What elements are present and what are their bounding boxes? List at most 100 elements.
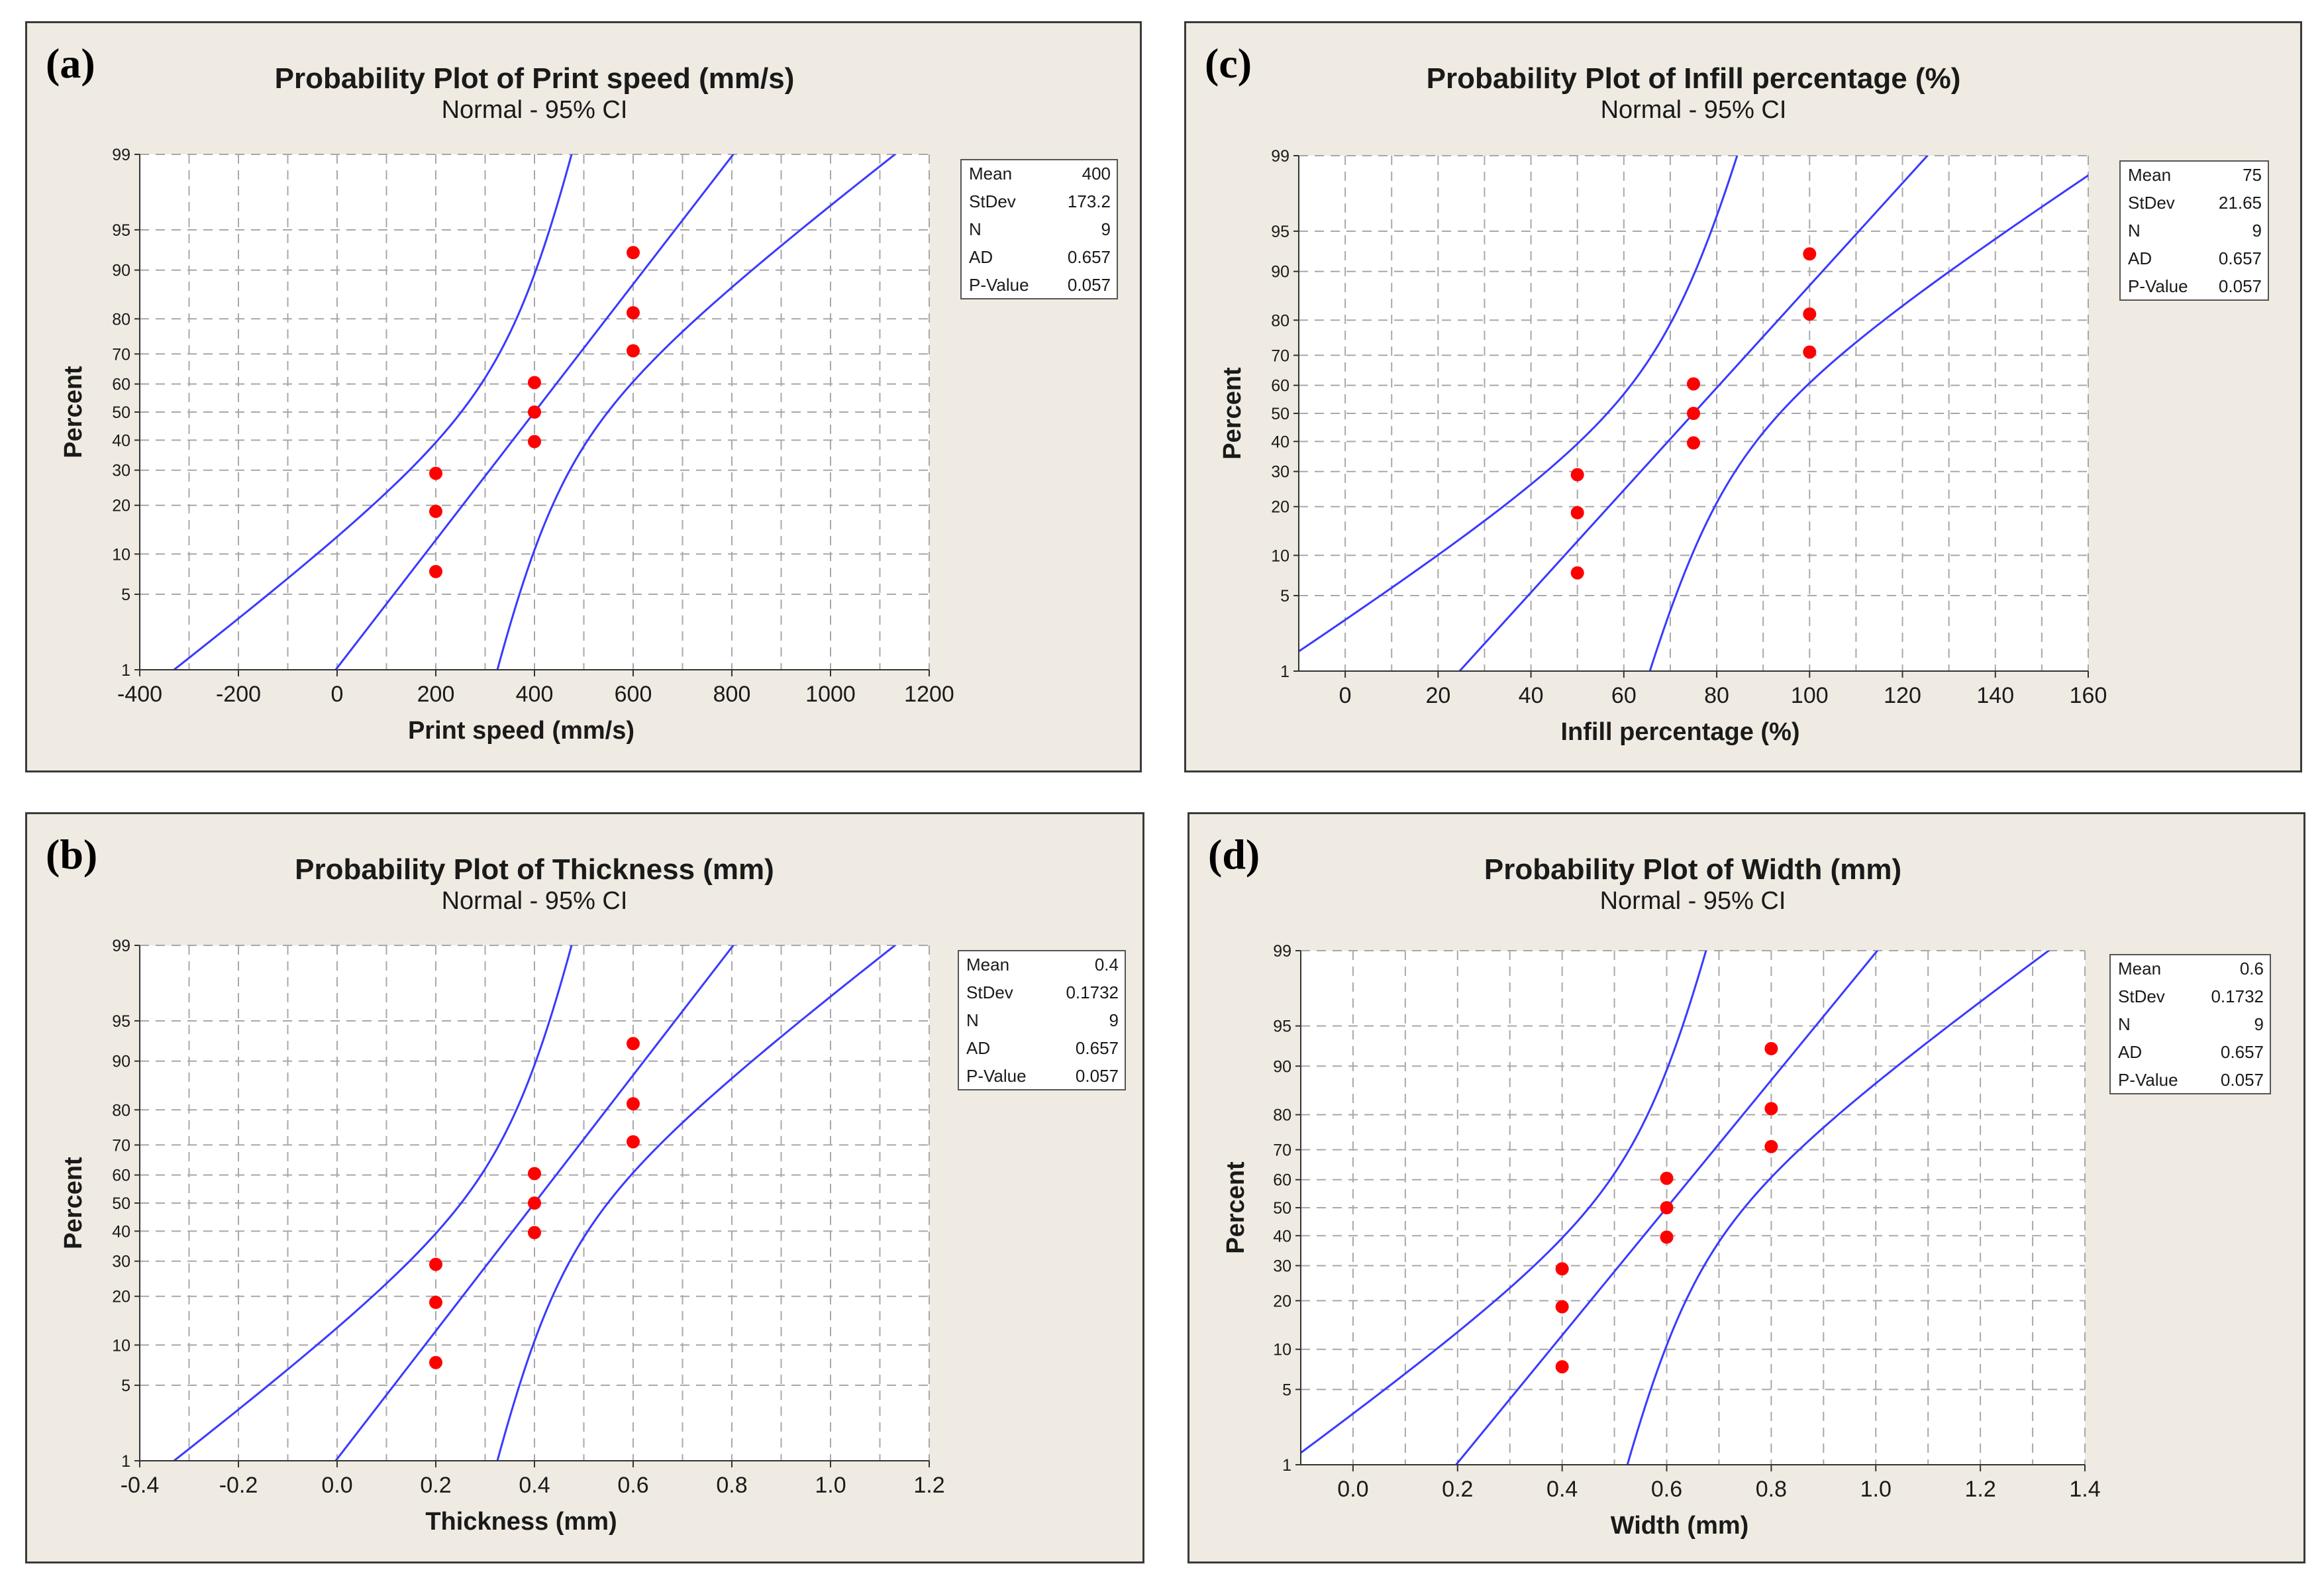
y-tick-label: 10 (112, 545, 130, 564)
data-point (627, 1135, 640, 1149)
data-point (1660, 1230, 1674, 1244)
ci-upper-band (1301, 951, 1707, 1454)
stats-value: 0.1732 (1066, 982, 1119, 1002)
stats-value: 0.4 (1095, 955, 1119, 975)
y-tick-label: 40 (1273, 1227, 1291, 1245)
y-tick-label: 20 (1271, 498, 1289, 517)
chart-title: Probability Plot of Thickness (mm) (295, 853, 774, 886)
x-tick-label: 800 (713, 682, 751, 707)
x-tick-label: 0.8 (716, 1473, 747, 1498)
x-axis-label: Infill percentage (%) (1560, 718, 1799, 746)
probability-plot-print-speed: (a) Probability Plot of Print speed (mm/s… (25, 21, 1142, 772)
y-tick-label: 5 (121, 586, 130, 604)
stats-label: N (2128, 221, 2141, 240)
data-point (528, 405, 541, 419)
y-tick-label: 95 (112, 1012, 130, 1031)
stats-value: 0.1732 (2211, 986, 2264, 1006)
stats-label: Mean (2128, 165, 2171, 185)
y-tick-label: 80 (1273, 1106, 1291, 1125)
stats-label: AD (2118, 1042, 2142, 1062)
stats-label: P-Value (966, 1066, 1027, 1086)
x-tick-label: -400 (117, 682, 162, 707)
x-tick-label: 1.4 (2069, 1477, 2100, 1502)
x-tick-label: 0.8 (1756, 1477, 1787, 1502)
stats-box: Mean 400 StDev 173.2 N 9 AD 0.657 P-Value 0.057 (960, 159, 1118, 299)
x-tick-label: 0.0 (321, 1473, 352, 1498)
stats-label: P-Value (2118, 1070, 2178, 1090)
chart-subtitle: Normal - 95% CI (1601, 96, 1787, 124)
chart-subtitle: Normal - 95% CI (442, 887, 628, 915)
data-point (1803, 247, 1817, 261)
y-tick-label: 40 (112, 431, 130, 450)
data-point (528, 1196, 541, 1210)
y-tick-label: 50 (1273, 1199, 1291, 1218)
x-tick-label: 1.0 (1860, 1477, 1892, 1502)
chart-title: Probability Plot of Width (mm) (1484, 853, 1901, 886)
y-tick-label: 70 (112, 1136, 130, 1155)
x-tick-label: 160 (2070, 683, 2107, 708)
y-tick-label: 60 (1271, 377, 1289, 396)
stats-value: 0.057 (2221, 1070, 2264, 1090)
x-tick-label: 40 (1519, 683, 1544, 708)
y-tick-label: 80 (112, 1101, 130, 1120)
ci-lower-band (1648, 174, 2088, 671)
x-tick-label: 1.2 (913, 1473, 944, 1498)
x-tick-label: 0.0 (1337, 1477, 1368, 1502)
data-point (627, 246, 640, 260)
stats-value: 75 (2243, 165, 2262, 185)
data-point (528, 376, 541, 390)
y-tick-label: 1 (1280, 662, 1289, 681)
y-tick-label: 10 (1273, 1341, 1291, 1359)
y-tick-label: 90 (112, 1053, 130, 1071)
stats-value: 0.057 (1068, 275, 1111, 295)
y-tick-label: 20 (1273, 1292, 1291, 1310)
stats-value: 0.057 (2219, 276, 2262, 296)
data-point (528, 435, 541, 449)
y-tick-label: 1 (1282, 1456, 1291, 1475)
stats-label: N (969, 219, 982, 239)
panel-label: (b) (46, 831, 97, 878)
stats-box-frame (958, 950, 1126, 1090)
data-point (1764, 1041, 1778, 1055)
y-tick-label: 50 (112, 1194, 130, 1213)
x-tick-label: 0.6 (1651, 1477, 1682, 1502)
y-tick-label: 60 (1273, 1171, 1291, 1190)
data-point (429, 1257, 442, 1271)
data-point (429, 504, 442, 518)
y-axis-label: Percent (60, 366, 87, 458)
panel-label: (c) (1205, 40, 1252, 87)
stats-value: 9 (2254, 1014, 2264, 1034)
x-tick-label: 1000 (805, 682, 856, 707)
stats-box: Mean 0.4 StDev 0.1732 N 9 AD 0.657 P-Value 0.057 (958, 950, 1126, 1090)
y-tick-label: 20 (112, 1288, 130, 1306)
data-point (1803, 307, 1817, 321)
stats-label: StDev (2128, 193, 2175, 213)
data-point (429, 1355, 442, 1369)
y-tick-label: 60 (112, 376, 130, 394)
y-tick-label: 80 (1271, 311, 1289, 330)
y-tick-label: 70 (1273, 1141, 1291, 1160)
stats-value: 173.2 (1068, 191, 1111, 211)
x-tick-label: -0.4 (121, 1473, 160, 1498)
stats-label: StDev (2118, 986, 2165, 1006)
x-axis-label: Print speed (mm/s) (408, 717, 634, 745)
y-tick-label: 99 (1271, 147, 1289, 166)
data-point (1555, 1360, 1569, 1374)
y-tick-label: 5 (1280, 587, 1289, 606)
y-tick-label: 99 (112, 146, 130, 164)
y-tick-label: 50 (112, 403, 130, 422)
data-point (1660, 1201, 1674, 1214)
stats-value: 0.6 (2240, 959, 2264, 978)
stats-label: Mean (969, 164, 1012, 184)
stats-value: 9 (1109, 1010, 1119, 1030)
y-tick-label: 60 (112, 1167, 130, 1185)
stats-box-frame (960, 159, 1118, 299)
data-point (429, 466, 442, 480)
y-tick-label: 30 (1273, 1257, 1291, 1275)
x-tick-label: 0.2 (420, 1473, 451, 1498)
data-point (627, 344, 640, 358)
stats-label: AD (966, 1038, 990, 1058)
chart-svg: (c) Probability Plot of Infill percentage… (1205, 40, 2269, 746)
stats-value: 0.657 (2221, 1042, 2264, 1062)
probability-plot-infill-percentage: (c) Probability Plot of Infill percentage… (1184, 21, 2302, 772)
